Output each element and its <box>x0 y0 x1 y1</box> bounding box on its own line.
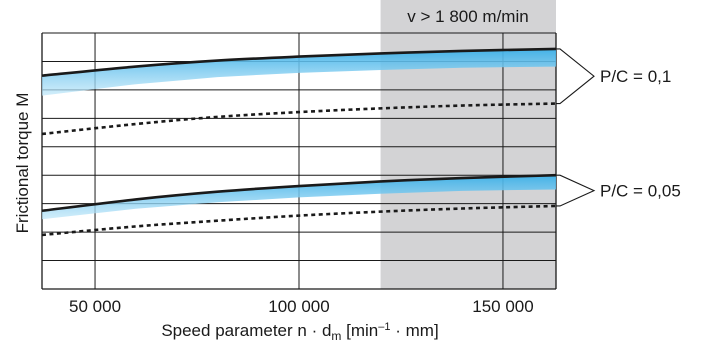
shaded-region-label: v > 1 800 m/min <box>407 7 528 26</box>
shaded-region-high-speed <box>380 0 556 289</box>
upper-curve-1 <box>42 47 556 77</box>
lower-curve-2 <box>42 204 556 237</box>
x-axis-label-sup: –1 <box>378 321 390 333</box>
x-axis-label-units-end: · mm] <box>391 321 439 340</box>
y-axis-label: Frictional torque M <box>13 93 32 234</box>
x-tick-label: 150 000 <box>472 297 533 316</box>
friction-band-1 <box>42 48 556 96</box>
group-label-1: P/C = 0,1 <box>600 67 671 86</box>
lower-curve-1 <box>42 102 556 136</box>
upper-curve-2 <box>42 173 556 213</box>
x-axis-label: Speed parameter n · dm [min–1 · mm] <box>161 321 438 343</box>
x-axis-label-units: [min <box>341 321 378 340</box>
group-bracket-1 <box>556 48 595 105</box>
x-axis-label-main: Speed parameter n · d <box>161 321 331 340</box>
x-tick-label: 50 000 <box>69 297 121 316</box>
x-axis-label-sub: m <box>331 329 341 343</box>
group-label-2: P/C = 0,05 <box>600 182 681 201</box>
x-tick-label: 100 000 <box>268 297 329 316</box>
group-bracket-2 <box>556 174 596 207</box>
friction-band-2 <box>42 175 556 220</box>
